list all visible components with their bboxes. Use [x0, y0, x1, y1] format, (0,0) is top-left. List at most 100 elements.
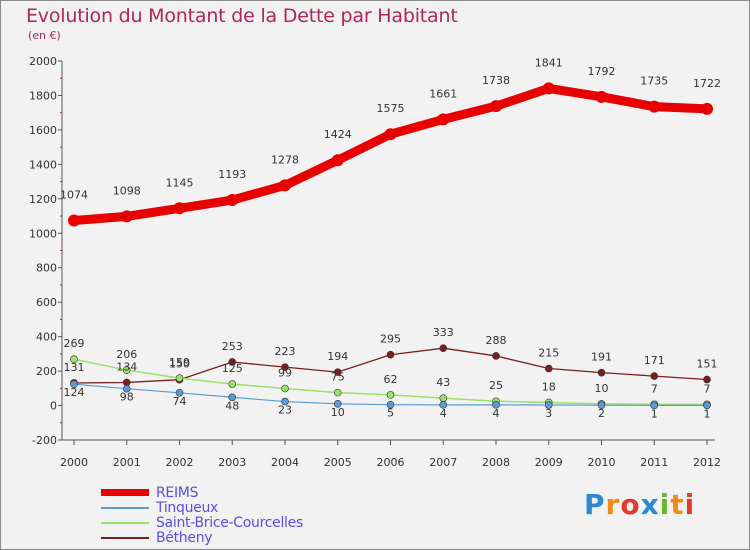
data-value-label: 1278	[271, 153, 299, 166]
data-point	[439, 344, 448, 352]
data-value-label: 131	[64, 361, 85, 374]
data-point	[597, 368, 606, 377]
data-value-label: 99	[278, 366, 292, 379]
y-tick-label: 1000	[29, 227, 57, 240]
data-value-label: 191	[591, 351, 612, 364]
data-value-label: 1735	[640, 75, 668, 88]
data-value-label: 3	[545, 407, 552, 420]
x-tick-label: 2009	[535, 456, 563, 469]
data-value-label: 1738	[482, 74, 510, 87]
data-point	[70, 380, 78, 388]
data-value-label: 25	[489, 379, 503, 392]
legend-label-saint-brice-courcelles: Saint-Brice-Courcelles	[156, 515, 303, 531]
data-point	[331, 154, 344, 167]
x-tick-label: 2012	[693, 456, 721, 469]
logo-letter: t	[670, 488, 685, 521]
data-value-label: 215	[538, 347, 559, 360]
data-point	[648, 100, 661, 113]
data-value-label: 253	[222, 340, 243, 353]
x-tick-label: 2011	[640, 456, 668, 469]
data-value-label: 1722	[693, 77, 721, 90]
data-value-label: 288	[486, 334, 507, 347]
y-tick-label: 200	[36, 365, 57, 378]
data-point	[281, 397, 289, 406]
data-value-label: 206	[116, 348, 137, 361]
x-tick-label: 2010	[588, 456, 616, 469]
x-tick-label: 2004	[271, 456, 299, 469]
proxiti-logo: Proxiti	[584, 488, 695, 521]
legend-item-reims: REIMS	[101, 485, 421, 501]
data-point	[439, 401, 448, 409]
data-point	[281, 384, 289, 393]
data-point	[120, 210, 133, 223]
data-point	[542, 82, 555, 95]
data-value-label: 5	[387, 407, 394, 420]
data-point	[701, 102, 713, 115]
data-value-label: 1841	[535, 56, 563, 69]
data-point	[595, 90, 608, 103]
x-tick-label: 2005	[324, 456, 352, 469]
data-value-label: 1	[651, 407, 658, 420]
data-value-label: 1792	[588, 65, 616, 78]
y-tick-label: 1400	[29, 158, 57, 171]
data-value-label: 151	[697, 358, 718, 371]
data-value-label: 150	[169, 358, 190, 371]
y-tick-label: 0	[50, 400, 57, 413]
x-tick-label: 2003	[218, 456, 246, 469]
data-point	[386, 350, 395, 359]
legend-swatch-saint-brice-courcelles	[101, 522, 149, 524]
data-point	[544, 401, 553, 409]
data-point	[490, 100, 502, 113]
data-value-label: 295	[380, 333, 401, 346]
data-point	[68, 214, 80, 227]
data-value-label: 23	[278, 404, 292, 417]
data-point	[226, 194, 239, 207]
data-value-label: 194	[327, 350, 348, 363]
x-tick-label: 2006	[377, 456, 405, 469]
data-point	[228, 393, 237, 402]
chart-legend: REIMS Tinqueux Saint-Brice-Courcelles Bé…	[101, 485, 421, 546]
y-tick-label: 400	[36, 331, 57, 344]
data-value-label: 1098	[113, 184, 141, 197]
legend-swatch-reims	[101, 489, 149, 496]
data-value-label: 1424	[324, 128, 352, 141]
data-point	[228, 380, 237, 388]
x-tick-label: 2008	[482, 456, 510, 469]
data-point	[650, 401, 659, 410]
data-value-label: 1661	[429, 87, 457, 100]
data-point	[439, 394, 448, 402]
data-value-label: 43	[436, 376, 450, 389]
data-value-label: 62	[384, 373, 398, 386]
data-value-label: 98	[120, 391, 134, 404]
data-point	[544, 364, 553, 373]
legend-swatch-tinqueux	[101, 507, 149, 509]
data-value-label: 7	[651, 382, 658, 395]
y-tick-label: 2000	[29, 55, 57, 68]
data-value-label: 223	[275, 345, 296, 358]
data-point	[122, 366, 131, 374]
data-point	[386, 391, 395, 399]
x-tick-label: 2002	[166, 456, 194, 469]
data-point	[228, 358, 237, 366]
data-point	[650, 372, 659, 380]
logo-letter: i	[684, 488, 696, 521]
y-tick-label: 1800	[29, 89, 57, 102]
data-value-label: 333	[433, 326, 454, 339]
data-value-label: 10	[331, 406, 345, 419]
y-tick-label: 1200	[29, 193, 57, 206]
data-value-label: 10	[595, 382, 609, 395]
chart-axes: -200 0 200 400 600 800 1000 1200 1400 1600 1800 200…	[29, 55, 721, 469]
logo-letter: o	[620, 488, 641, 521]
data-point	[173, 202, 186, 215]
legend-label-tinqueux: Tinqueux	[156, 500, 219, 516]
legend-item-betheny: Bétheny	[101, 530, 421, 546]
data-point	[384, 128, 397, 141]
legend-label-betheny: Bétheny	[156, 530, 213, 546]
data-value-label: 74	[173, 395, 187, 408]
data-value-label: 7	[704, 382, 711, 395]
legend-item-saint-brice-courcelles: Saint-Brice-Courcelles	[101, 515, 421, 531]
y-tick-label: 800	[36, 262, 57, 275]
data-point	[386, 400, 395, 409]
chart-series-lines	[68, 82, 713, 410]
